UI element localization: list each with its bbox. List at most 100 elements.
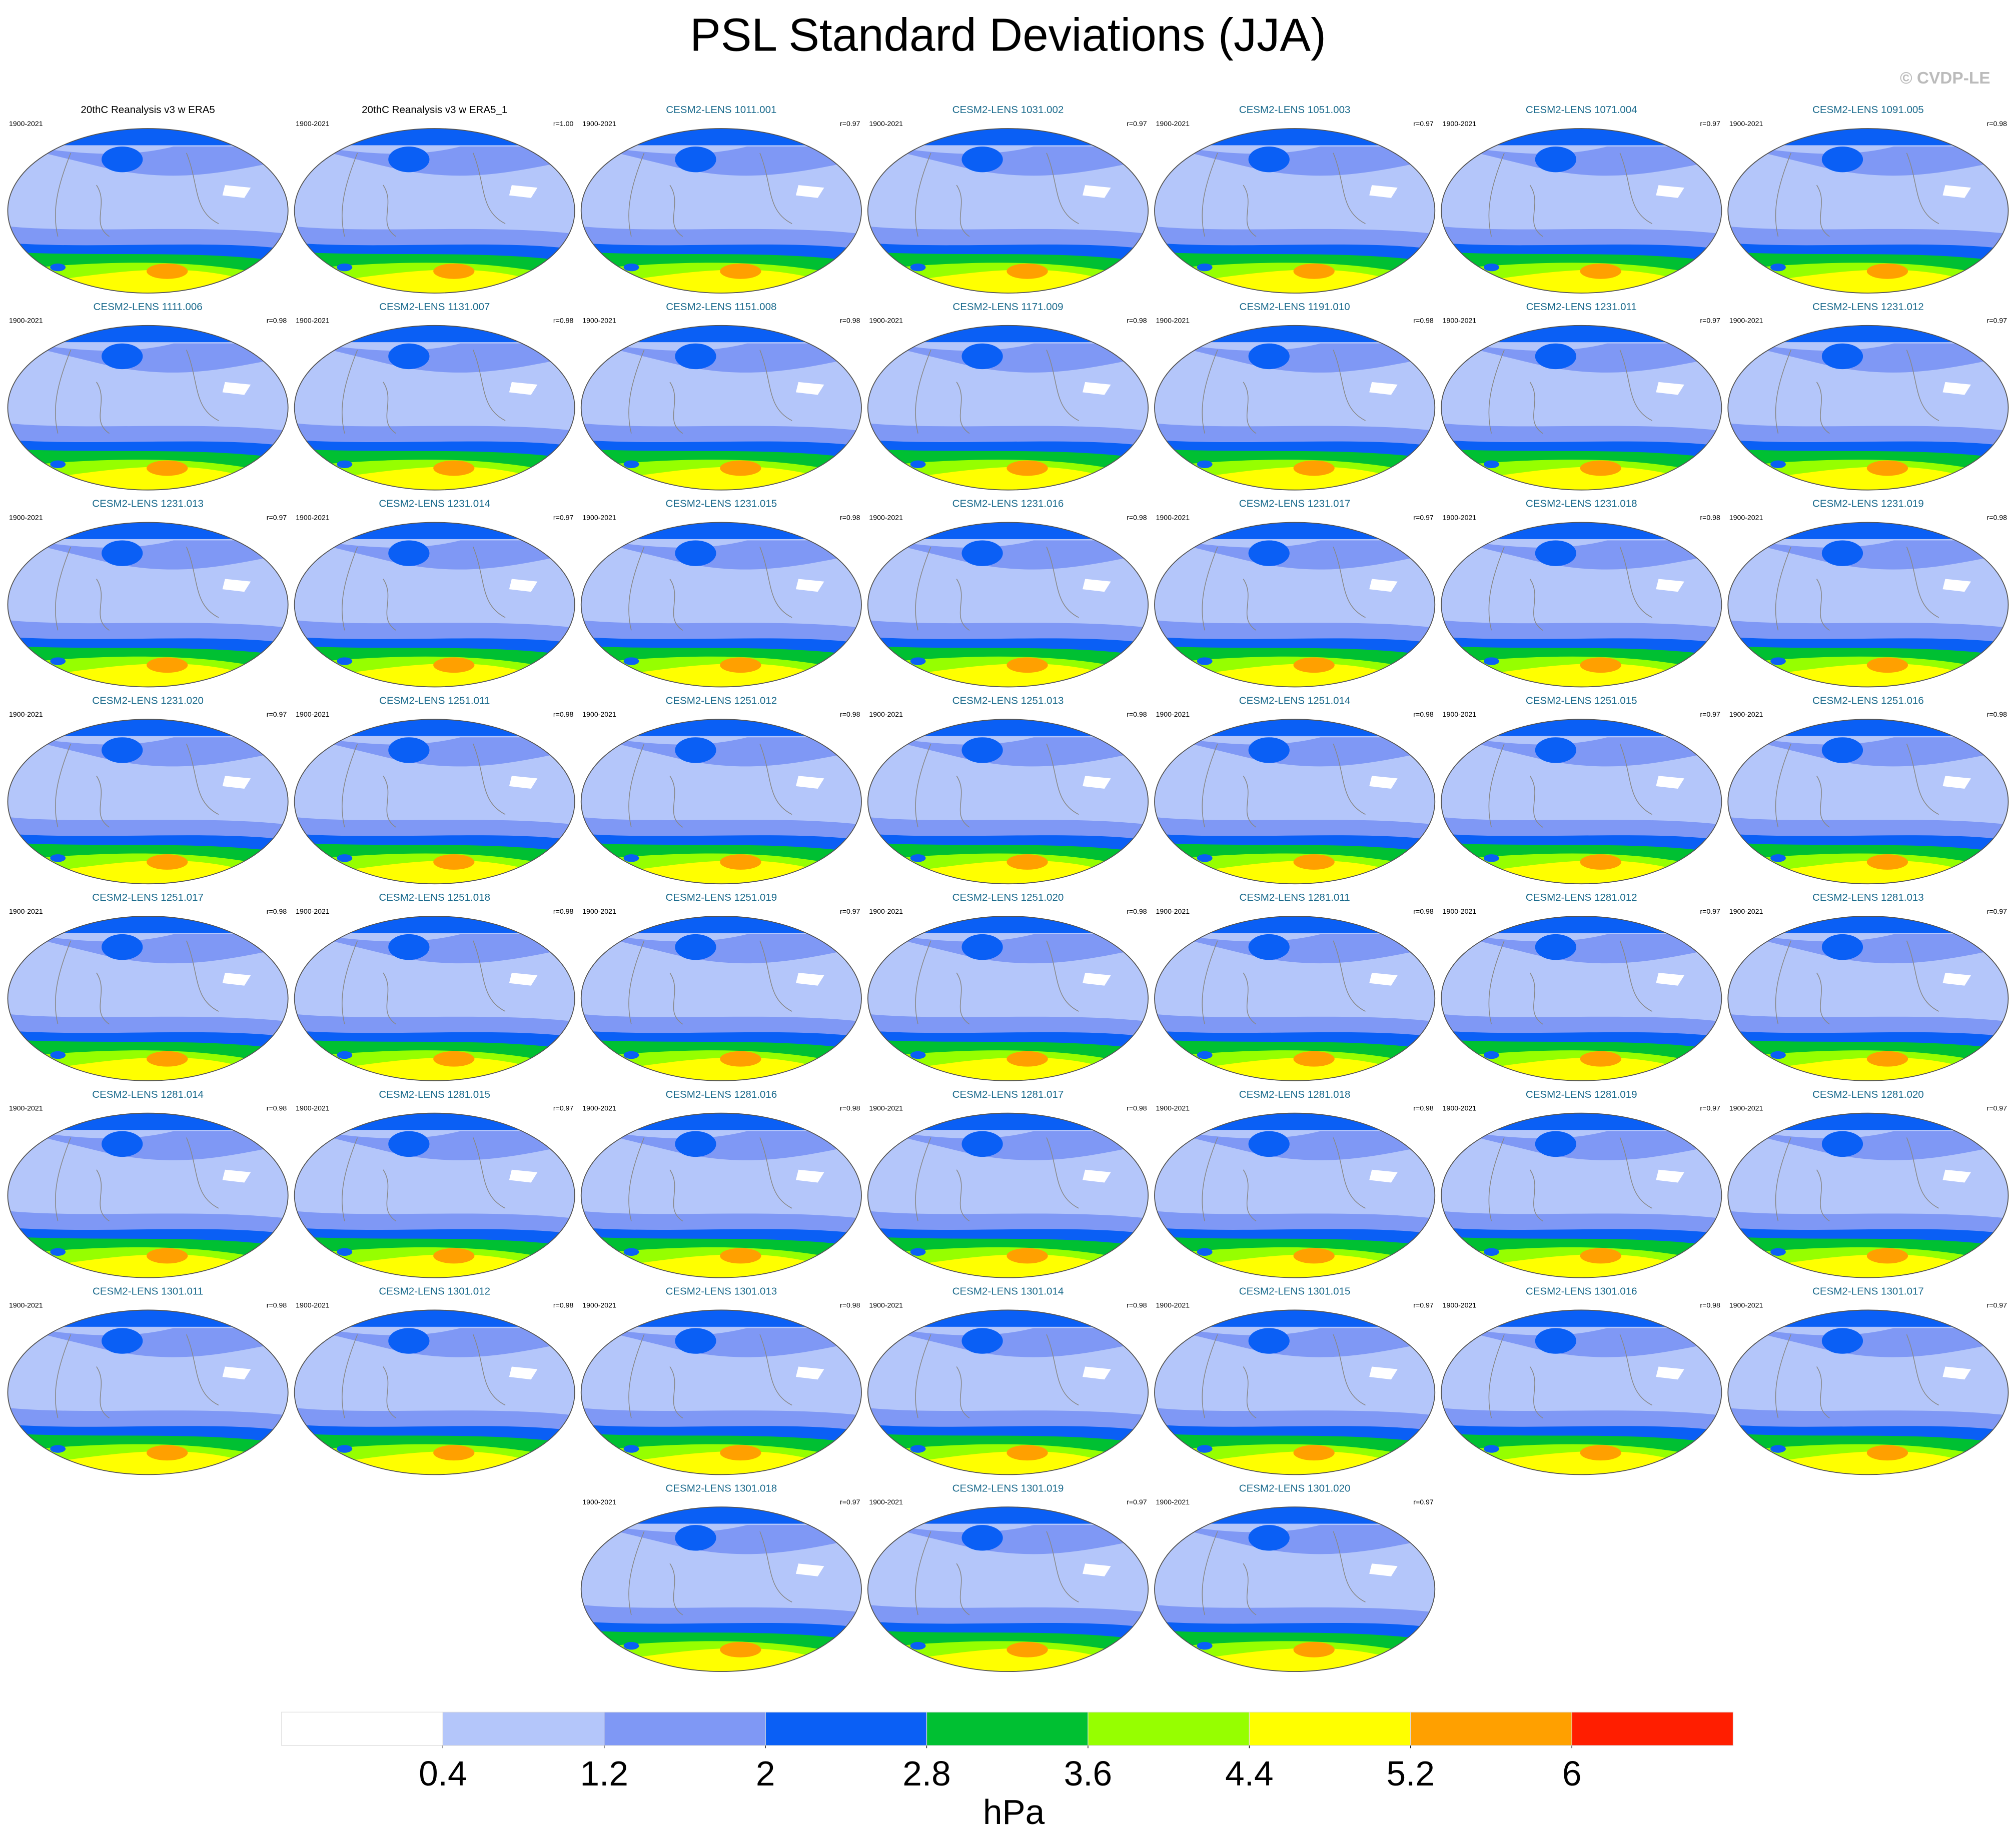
panel-title: CESM2-LENS 1231.013 [92, 498, 204, 510]
r-value: r=0.97 [1700, 710, 1720, 718]
panel: CESM2-LENS 1151.008 1900-2021 r=0.98 [580, 301, 862, 491]
panel-title: CESM2-LENS 1281.015 [379, 1089, 490, 1100]
panel-title: CESM2-LENS 1301.015 [1239, 1286, 1351, 1297]
map [293, 1309, 576, 1476]
panel: CESM2-LENS 1281.016 1900-2021 r=0.98 [580, 1089, 862, 1279]
period: 1900-2021 [1443, 1104, 1477, 1112]
panel: CESM2-LENS 1281.019 1900-2021 r=0.97 [1440, 1089, 1723, 1279]
map [1727, 1309, 2009, 1476]
panel-title: CESM2-LENS 1111.006 [94, 301, 203, 313]
map [866, 1506, 1149, 1673]
panel: CESM2-LENS 1281.017 1900-2021 r=0.98 [866, 1089, 1149, 1279]
period: 1900-2021 [296, 907, 330, 915]
panel: CESM2-LENS 1231.017 1900-2021 r=0.97 [1153, 498, 1436, 688]
panel: CESM2-LENS 1231.012 1900-2021 r=0.97 [1727, 301, 2009, 491]
map [1727, 521, 2009, 688]
panel: CESM2-LENS 1251.014 1900-2021 r=0.98 [1153, 695, 1436, 885]
r-value: r=0.98 [840, 1301, 860, 1309]
period: 1900-2021 [296, 1104, 330, 1112]
map [1440, 521, 1723, 688]
panel: CESM2-LENS 1281.020 1900-2021 r=0.97 [1727, 1089, 2009, 1279]
period: 1900-2021 [1156, 1104, 1190, 1112]
period: 1900-2021 [869, 710, 903, 718]
map [580, 1506, 862, 1673]
map [580, 915, 862, 1082]
panel-title: CESM2-LENS 1251.013 [952, 695, 1064, 706]
period: 1900-2021 [1729, 907, 1763, 915]
r-value: r=0.97 [267, 710, 287, 718]
panel: CESM2-LENS 1251.011 1900-2021 r=0.98 [293, 695, 576, 885]
colorbar-tick-label: 1.2 [580, 1754, 628, 1793]
panel: CESM2-LENS 1251.019 1900-2021 r=0.97 [580, 892, 862, 1082]
period: 1900-2021 [869, 513, 903, 521]
panel: CESM2-LENS 1301.011 1900-2021 r=0.98 [7, 1286, 289, 1476]
color-box [765, 1711, 927, 1746]
map [1440, 718, 1723, 885]
panel-title: CESM2-LENS 1231.020 [92, 695, 204, 706]
r-value: r=0.98 [267, 1301, 287, 1309]
map [7, 1112, 289, 1279]
map [1440, 324, 1723, 491]
panel-title: CESM2-LENS 1191.010 [1240, 301, 1350, 313]
map [7, 915, 289, 1082]
panel-title: CESM2-LENS 1251.011 [379, 695, 490, 706]
panel-title: CESM2-LENS 1281.013 [1812, 892, 1924, 903]
panel-title: CESM2-LENS 1301.017 [1812, 1286, 1924, 1297]
period: 1900-2021 [869, 120, 903, 128]
panel-title: CESM2-LENS 1151.008 [666, 301, 776, 313]
panel-title: CESM2-LENS 1281.012 [1526, 892, 1637, 903]
panel-title: CESM2-LENS 1301.011 [93, 1286, 203, 1297]
period: 1900-2021 [9, 710, 43, 718]
period: 1900-2021 [582, 1104, 616, 1112]
credit: © CVDP-LE [1900, 69, 1990, 88]
panel-title: CESM2-LENS 1171.009 [952, 301, 1063, 313]
map [866, 324, 1149, 491]
panel: CESM2-LENS 1281.013 1900-2021 r=0.97 [1727, 892, 2009, 1082]
panel-title: CESM2-LENS 1251.017 [92, 892, 204, 903]
panel-title: CESM2-LENS 1231.017 [1239, 498, 1351, 510]
period: 1900-2021 [296, 513, 330, 521]
panel: CESM2-LENS 1281.012 1900-2021 r=0.97 [1440, 892, 1723, 1082]
colorbar-tick-label: 2.8 [902, 1754, 950, 1793]
period: 1900-2021 [869, 907, 903, 915]
map [293, 915, 576, 1082]
map [866, 127, 1149, 294]
period: 1900-2021 [869, 317, 903, 325]
period: 1900-2021 [1729, 710, 1763, 718]
color-box [1088, 1711, 1250, 1746]
panel-title: CESM2-LENS 1281.014 [92, 1089, 204, 1100]
map [1440, 1112, 1723, 1279]
period: 1900-2021 [296, 1301, 330, 1309]
r-value: r=0.98 [553, 317, 574, 325]
map [1153, 1506, 1436, 1673]
r-value: r=0.98 [1986, 513, 2007, 521]
r-value: r=0.98 [267, 1104, 287, 1112]
r-value: r=0.97 [840, 1498, 860, 1506]
panel: CESM2-LENS 1251.020 1900-2021 r=0.98 [866, 892, 1149, 1082]
panel-title: CESM2-LENS 1251.016 [1812, 695, 1924, 706]
panel: CESM2-LENS 1281.018 1900-2021 r=0.98 [1153, 1089, 1436, 1279]
panel: CESM2-LENS 1231.016 1900-2021 r=0.98 [866, 498, 1149, 688]
period: 1900-2021 [582, 1498, 616, 1506]
map [7, 521, 289, 688]
r-value: r=0.97 [1127, 120, 1147, 128]
colorbar-tick-label: 3.6 [1064, 1754, 1112, 1793]
map [1727, 324, 2009, 491]
panel: CESM2-LENS 1231.015 1900-2021 r=0.98 [580, 498, 862, 688]
r-value: r=0.98 [1413, 317, 1434, 325]
panel: CESM2-LENS 1051.003 1900-2021 r=0.97 [1153, 104, 1436, 294]
color-box [281, 1711, 443, 1746]
period: 1900-2021 [9, 1104, 43, 1112]
r-value: r=0.97 [553, 513, 574, 521]
r-value: r=0.98 [1127, 317, 1147, 325]
panel-title: CESM2-LENS 1051.003 [1239, 104, 1351, 116]
period: 1900-2021 [1156, 513, 1190, 521]
period: 1900-2021 [582, 513, 616, 521]
r-value: r=0.98 [1127, 710, 1147, 718]
map [1153, 521, 1436, 688]
map [293, 1112, 576, 1279]
map [1153, 1112, 1436, 1279]
panel: CESM2-LENS 1251.013 1900-2021 r=0.98 [866, 695, 1149, 885]
period: 1900-2021 [1156, 1301, 1190, 1309]
